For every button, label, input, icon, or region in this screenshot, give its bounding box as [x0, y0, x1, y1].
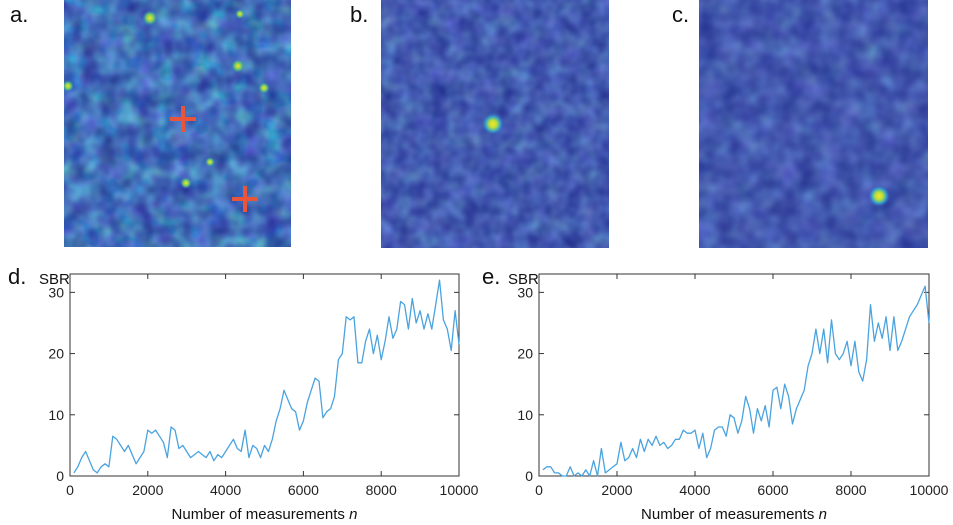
y-axis-label: SBR: [508, 271, 539, 288]
y-tick-label: 0: [525, 468, 533, 484]
x-axis-label: Number of measurements n: [641, 506, 827, 523]
x-tick-label: 10000: [440, 482, 479, 498]
panel-label-e: e.: [482, 264, 501, 289]
bright-spot: [868, 185, 890, 207]
cross-marker-1: [170, 106, 196, 132]
reconstruction-image-b: [381, 0, 609, 248]
x-tick-label: 4000: [679, 482, 710, 498]
panel-label-c: c.: [672, 2, 690, 27]
x-tick-label: 4000: [210, 482, 241, 498]
x-tick-label: 2000: [601, 482, 632, 498]
y-tick-label: 30: [48, 284, 64, 300]
x-tick-label: 8000: [366, 482, 397, 498]
y-tick-label: 20: [48, 346, 64, 362]
x-tick-label: 0: [535, 482, 543, 498]
x-tick-label: 10000: [910, 482, 949, 498]
panel-label-b: b.: [350, 2, 369, 27]
x-tick-label: 0: [66, 482, 74, 498]
bright-spot: [482, 113, 504, 135]
speckle-image-a: [64, 0, 291, 247]
y-axis-label: SBR: [39, 271, 70, 288]
axes-frame: [538, 273, 930, 477]
cross-marker-2: [232, 186, 258, 212]
x-tick-label: 8000: [835, 482, 866, 498]
y-tick-label: 10: [48, 407, 64, 423]
y-tick-label: 20: [517, 346, 533, 362]
x-axis-variable: n: [819, 506, 827, 523]
reconstruction-image-c: [699, 0, 928, 248]
x-tick-label: 6000: [288, 482, 319, 498]
panel-label-a: a.: [10, 2, 29, 27]
axes-frame: [69, 273, 460, 477]
y-tick-label: 10: [517, 407, 533, 423]
sbr-series-line: [542, 285, 930, 477]
x-tick-label: 2000: [132, 482, 163, 498]
x-tick-label: 6000: [757, 482, 788, 498]
y-tick-label: 30: [517, 284, 533, 300]
y-tick-label: 0: [56, 468, 64, 484]
x-axis-variable: n: [349, 506, 357, 523]
sbr-series-line: [73, 279, 460, 474]
panel-label-d: d.: [8, 264, 27, 289]
x-axis-label: Number of measurements n: [172, 506, 358, 523]
